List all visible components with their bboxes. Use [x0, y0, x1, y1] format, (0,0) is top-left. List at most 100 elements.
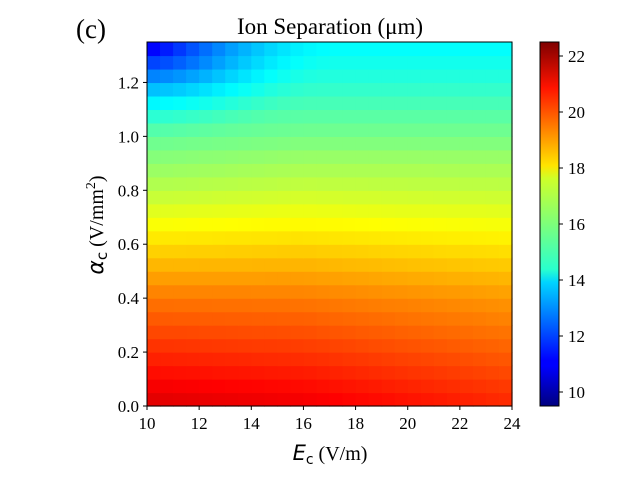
- heatmap-cell: [147, 257, 161, 272]
- heatmap-cell: [173, 149, 187, 164]
- heatmap-cell: [277, 176, 291, 191]
- heatmap-cell: [394, 82, 409, 97]
- heatmap-cell: [472, 203, 487, 218]
- heatmap-cell: [459, 244, 474, 259]
- heatmap-cell: [264, 190, 278, 205]
- chart-title: Ion Separation (μm): [237, 14, 423, 39]
- heatmap-cell: [394, 244, 409, 259]
- heatmap-cell: [303, 217, 318, 232]
- heatmap-cell: [394, 230, 409, 245]
- heatmap-cell: [472, 68, 487, 84]
- heatmap-cell: [355, 176, 370, 191]
- heatmap-cell: [381, 55, 396, 70]
- heatmap-cell: [303, 176, 318, 191]
- heatmap-cell: [472, 163, 487, 178]
- heatmap-cell: [316, 230, 331, 245]
- heatmap-cell: [381, 95, 396, 111]
- heatmap-cell: [173, 271, 187, 286]
- heatmap-cell: [381, 230, 396, 245]
- heatmap-cell: [251, 82, 265, 97]
- heatmap-cell: [446, 176, 461, 191]
- heatmap-cell: [472, 176, 487, 191]
- heatmap-cell: [459, 68, 474, 84]
- heatmap-cell: [264, 163, 278, 178]
- heatmap-cell: [212, 352, 226, 367]
- heatmap-cell: [433, 190, 448, 205]
- heatmap-cell: [264, 109, 278, 124]
- heatmap-cell: [186, 257, 200, 272]
- heatmap-cell: [212, 136, 226, 151]
- heatmap-cell: [381, 257, 396, 272]
- heatmap-cell: [277, 122, 291, 137]
- heatmap-cell: [498, 122, 513, 137]
- heatmap-cell: [277, 365, 291, 380]
- heatmap-cell: [264, 284, 278, 299]
- heatmap-cell: [342, 176, 357, 191]
- heatmap-cell: [407, 325, 422, 340]
- heatmap-cell: [186, 379, 200, 394]
- heatmap-cell: [290, 298, 305, 313]
- heatmap-cell: [173, 122, 187, 137]
- heatmap-cell: [433, 230, 448, 245]
- heatmap-cell: [199, 365, 213, 380]
- heatmap-cell: [407, 190, 422, 205]
- heatmap-cell: [173, 190, 187, 205]
- heatmap-cell: [160, 230, 174, 245]
- heatmap-cell: [147, 149, 161, 164]
- heatmap-cell: [277, 352, 291, 367]
- heatmap-cell: [251, 190, 265, 205]
- heatmap-cell: [251, 257, 265, 272]
- heatmap-cell: [407, 163, 422, 178]
- heatmap-cell: [303, 352, 318, 367]
- heatmap-cell: [420, 257, 435, 272]
- heatmap-cell: [277, 284, 291, 299]
- heatmap-cell: [251, 203, 265, 218]
- heatmap-cell: [485, 176, 500, 191]
- heatmap-cell: [368, 311, 383, 326]
- x-tick-label: 16: [295, 414, 312, 433]
- heatmap-cell: [316, 271, 331, 286]
- heatmap-cell: [329, 68, 344, 84]
- heatmap-cell: [381, 298, 396, 313]
- heatmap-cell: [472, 42, 487, 57]
- heatmap-cell: [199, 190, 213, 205]
- heatmap-cell: [199, 95, 213, 111]
- heatmap-cell: [368, 95, 383, 111]
- heatmap-cell: [290, 311, 305, 326]
- heatmap-cell: [290, 136, 305, 151]
- y-tick-label: 0.2: [118, 343, 139, 362]
- heatmap-cell: [225, 163, 239, 178]
- heatmap-cell: [225, 122, 239, 137]
- heatmap-cell: [225, 311, 239, 326]
- heatmap-cell: [472, 136, 487, 151]
- heatmap-cell: [485, 230, 500, 245]
- heatmap-cell: [277, 379, 291, 394]
- heatmap-cell: [485, 379, 500, 394]
- heatmap-cell: [290, 352, 305, 367]
- heatmap-cell: [290, 203, 305, 218]
- x-tick-label: 12: [191, 414, 208, 433]
- heatmap-cell: [433, 149, 448, 164]
- heatmap-cell: [186, 311, 200, 326]
- heatmap-cell: [238, 95, 252, 111]
- heatmap-cell: [238, 109, 252, 124]
- y-tick-label: 1.0: [118, 127, 139, 146]
- heatmap-cell: [420, 271, 435, 286]
- heatmap-cell: [498, 136, 513, 151]
- heatmap-cell: [173, 230, 187, 245]
- heatmap-cell: [459, 311, 474, 326]
- heatmap-cell: [420, 82, 435, 97]
- heatmap-cell: [251, 379, 265, 394]
- heatmap-cell: [420, 149, 435, 164]
- heatmap-cell: [186, 163, 200, 178]
- heatmap-cell: [329, 136, 344, 151]
- heatmap-cell: [394, 163, 409, 178]
- heatmap-cell: [407, 82, 422, 97]
- heatmap-cell: [446, 230, 461, 245]
- heatmap-cell: [459, 365, 474, 380]
- heatmap-cell: [485, 338, 500, 353]
- heatmap-cell: [173, 338, 187, 353]
- heatmap-cell: [420, 203, 435, 218]
- heatmap-cell: [342, 257, 357, 272]
